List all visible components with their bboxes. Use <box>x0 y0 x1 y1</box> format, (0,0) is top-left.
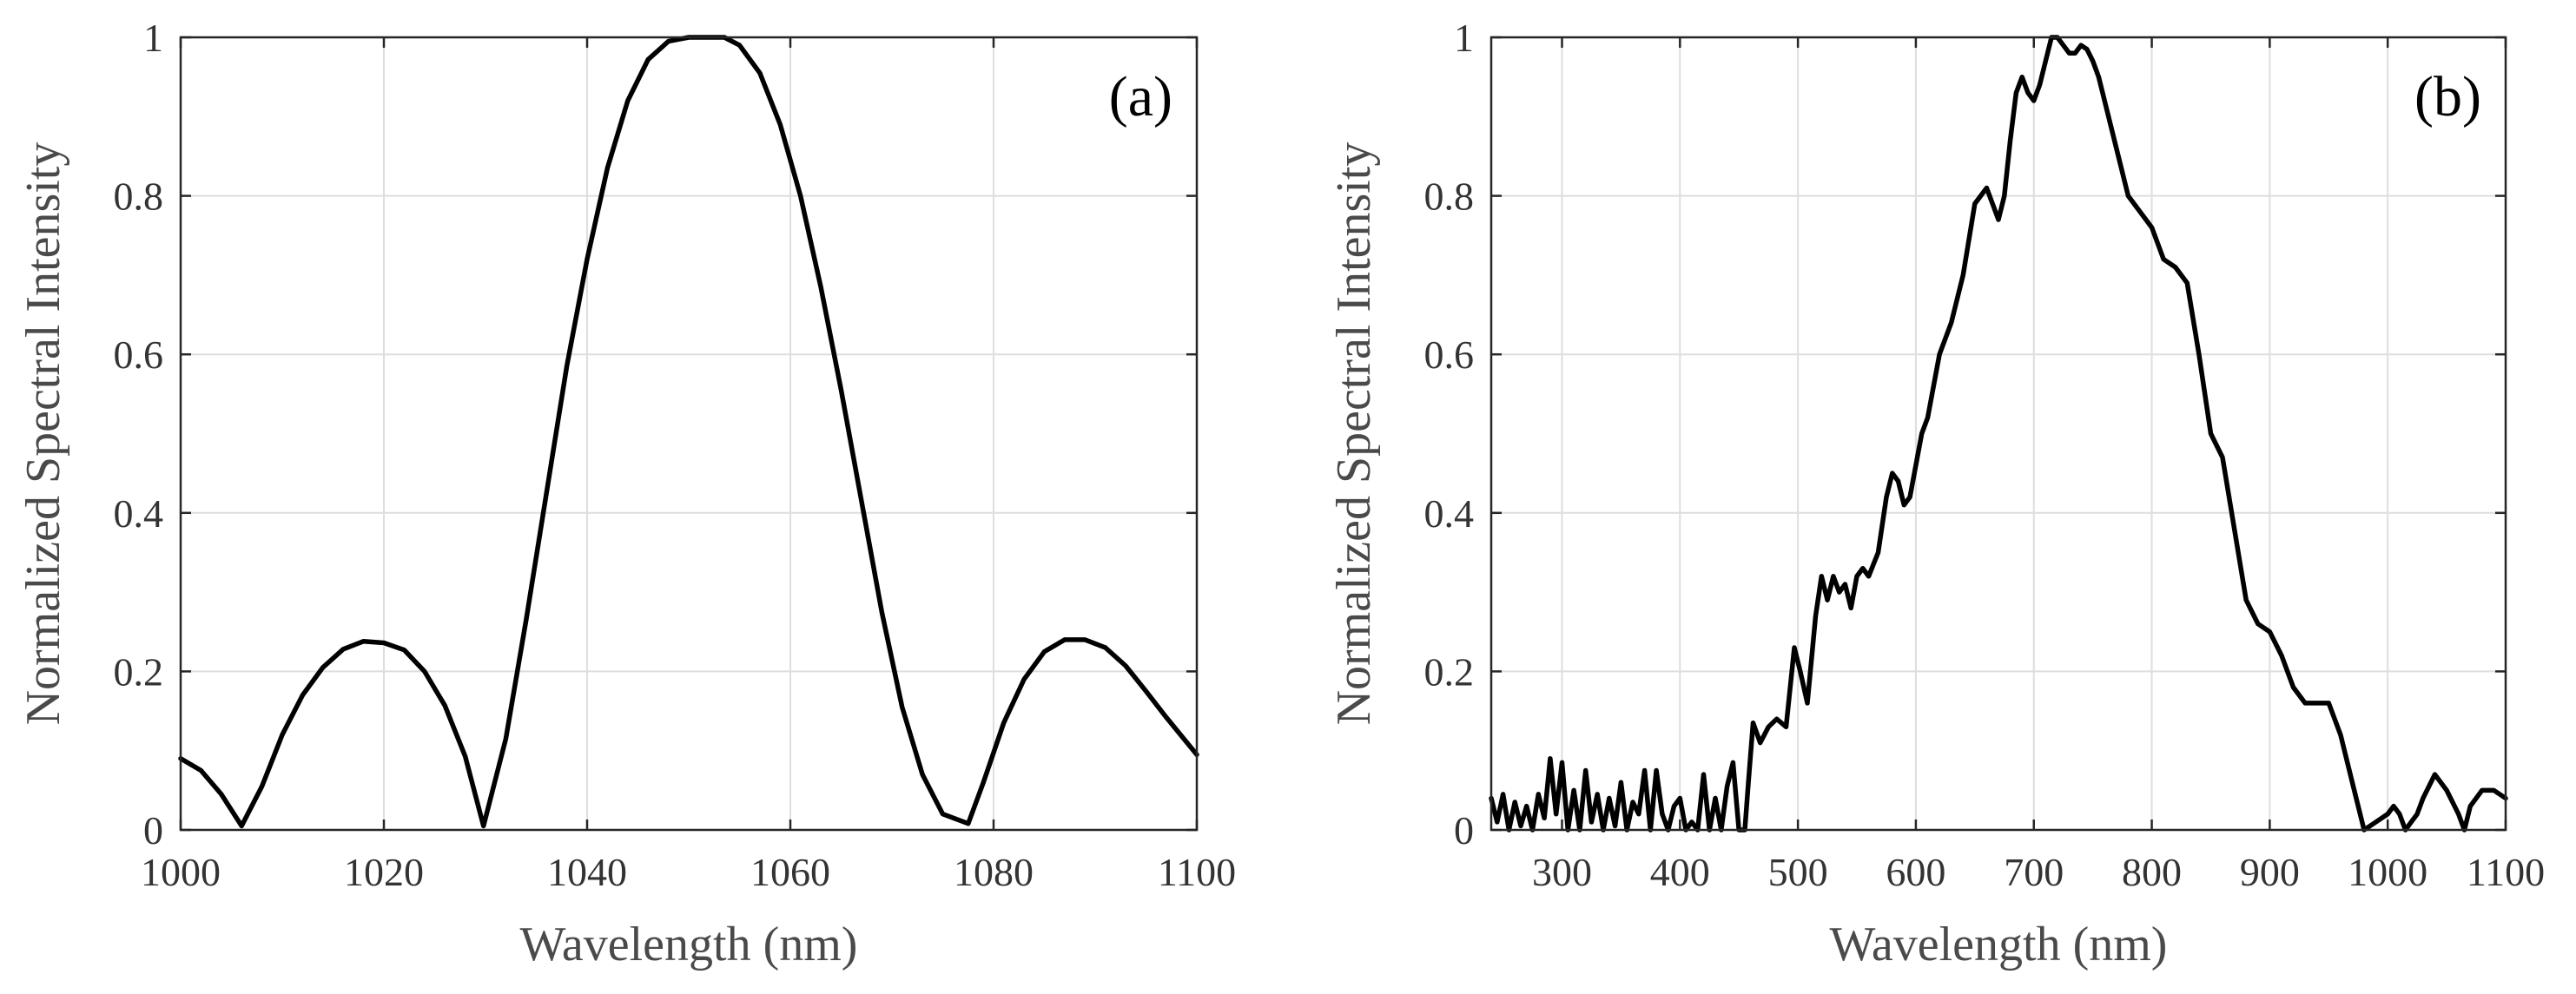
x-tick-label: 700 <box>2004 850 2064 894</box>
x-tick-label: 300 <box>1532 850 1592 894</box>
x-axis-label: Wavelength (nm) <box>520 918 858 971</box>
y-tick-label: 0.4 <box>114 491 164 536</box>
y-tick-label: 0.6 <box>114 332 164 377</box>
y-tick-label: 1 <box>1454 16 1474 60</box>
panel-label-b: (b) <box>2414 65 2481 128</box>
x-tick-label: 1000 <box>141 850 221 894</box>
x-tick-label: 900 <box>2240 850 2300 894</box>
x-tick-label: 400 <box>1650 850 1710 894</box>
y-axis-label: Normalized Spectral Intensity <box>1327 142 1381 726</box>
x-tick-label: 600 <box>1886 850 1945 894</box>
y-tick-label: 0 <box>143 808 163 852</box>
chart-panel-b: 300 400 500 600 700 800 900 1000 1100 0 0.2 0.4 0.6… <box>1327 16 2545 971</box>
x-tick-label: 1100 <box>2467 850 2545 894</box>
chart-panel-a: 1000 1020 1040 1060 1080 1100 00.20.40.60.81 … <box>17 16 1236 971</box>
y-tick-label: 0.8 <box>114 174 164 219</box>
series-line <box>1489 35 2508 833</box>
x-tick-label: 500 <box>1768 850 1828 894</box>
tick-marks <box>179 36 1199 832</box>
axes-frame <box>1489 36 2507 832</box>
x-tick-label: 1100 <box>1158 850 1236 894</box>
x-tick-label: 1040 <box>547 850 627 894</box>
y-tick-label: 0.2 <box>1424 649 1475 694</box>
y-axis-label: Normalized Spectral Intensity <box>17 142 70 726</box>
y-tick-label: 0 <box>1454 808 1474 852</box>
y-tick-label: 0.2 <box>114 649 164 694</box>
x-tick-label: 1080 <box>954 850 1034 894</box>
grid-lines <box>1491 37 2506 830</box>
y-tick-labels: 0 0.2 0.4 0.6 0.8 1 <box>114 16 164 852</box>
x-tick-labels: 1000 1020 1040 1060 1080 1100 <box>141 850 1236 894</box>
y-tick-label: 0.6 <box>1424 332 1475 377</box>
y-tick-labels: 0 0.2 0.4 0.6 0.8 1 <box>1424 16 1475 852</box>
y-tick-label: 0.4 <box>1424 491 1475 536</box>
y-tick-label: 0.8 <box>1424 174 1475 219</box>
x-axis-label: Wavelength (nm) <box>1830 918 2168 971</box>
panel-label-a: (a) <box>1109 65 1172 128</box>
x-tick-label: 1000 <box>2348 850 2427 894</box>
x-tick-label: 1060 <box>750 850 830 894</box>
tick-marks <box>1491 36 2507 832</box>
x-tick-label: 800 <box>2122 850 2182 894</box>
x-tick-label: 1020 <box>344 850 424 894</box>
x-tick-labels: 300 400 500 600 700 800 900 1000 1100 <box>1532 850 2545 894</box>
grid-lines <box>181 37 1197 830</box>
y-tick-label: 1 <box>143 16 163 60</box>
axes-frame <box>179 36 1199 832</box>
series-layer <box>1489 35 2508 833</box>
